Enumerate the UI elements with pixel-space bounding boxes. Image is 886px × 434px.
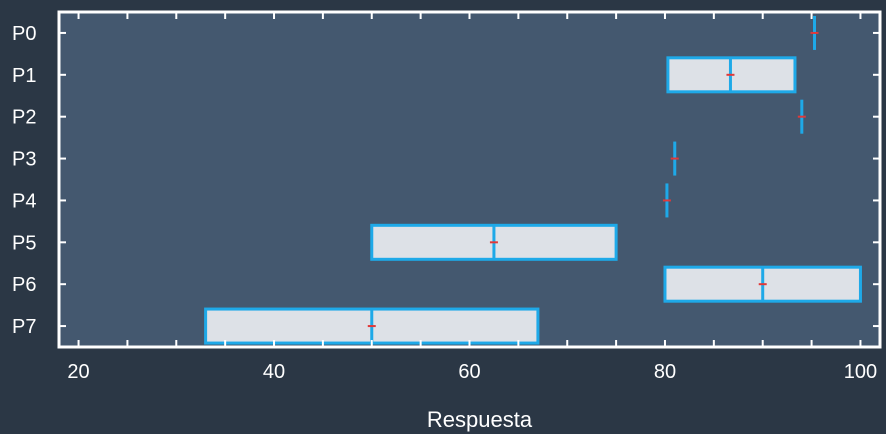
box-p3	[670, 141, 679, 176]
y-tick-label-p1: P1	[12, 65, 36, 87]
y-tick-label-p0: P0	[12, 23, 36, 45]
box-p0	[810, 15, 819, 50]
box-p7	[204, 307, 540, 345]
x-tick-label: 60	[458, 361, 480, 383]
y-tick-label-p7: P7	[12, 316, 36, 338]
x-tick-label: 40	[263, 361, 285, 383]
y-tick-label-p2: P2	[12, 107, 36, 129]
y-tick-label-p6: P6	[12, 274, 36, 296]
box-p2	[797, 99, 806, 134]
y-tick-label-p5: P5	[12, 232, 36, 254]
x-axis-title: Respuesta	[427, 407, 533, 432]
box-p4	[662, 183, 671, 218]
ticks-layer	[59, 12, 880, 347]
box-p5	[370, 223, 618, 261]
y-tick-label-p4: P4	[12, 190, 36, 212]
x-tick-label: 100	[844, 361, 877, 383]
y-tick-label-p3: P3	[12, 149, 36, 171]
x-tick-label: 20	[67, 361, 89, 383]
boxes-layer	[204, 15, 862, 345]
box-p1	[666, 56, 797, 94]
labels-layer: 20 40 60 80 100 P0 P1 P2 P3 P4 P5 P6 P7	[12, 23, 877, 383]
x-tick-label: 80	[654, 361, 676, 383]
box-p6	[663, 265, 862, 303]
